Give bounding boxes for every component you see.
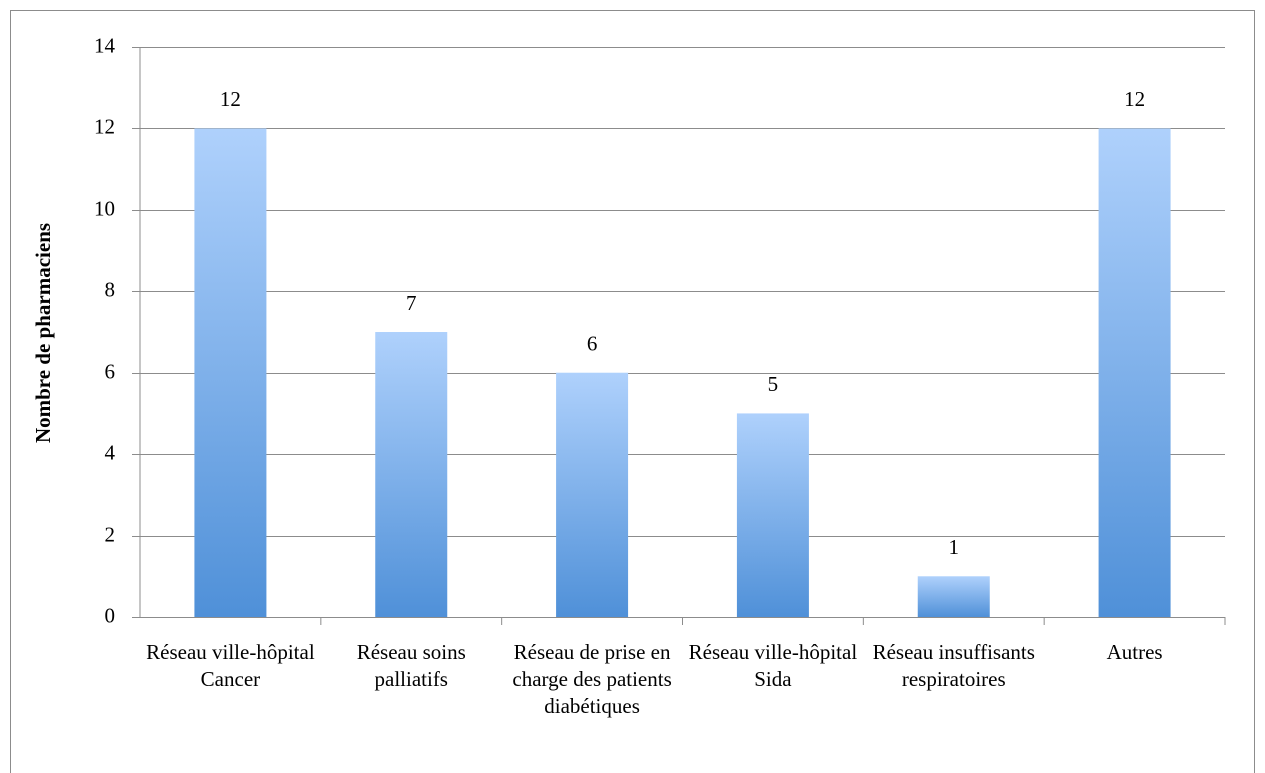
chart-border	[10, 10, 1255, 773]
x-tick-label: Réseau de prise en charge des patients d…	[512, 640, 672, 718]
value-label: 12	[220, 87, 241, 111]
value-label: 12	[1124, 87, 1145, 111]
bar	[556, 372, 629, 617]
x-tick-label-box: Réseau ville-hôpital Sida	[688, 640, 858, 691]
y-tick-label: 0	[105, 603, 116, 627]
y-tick-label: 14	[94, 33, 116, 57]
x-tick-label-box: Autres	[1106, 640, 1163, 664]
x-tick-label-box: Réseau insuffisants respiratoires	[872, 640, 1035, 691]
value-label: 1	[949, 535, 960, 559]
bar	[375, 332, 448, 617]
y-tick-label: 6	[105, 359, 116, 383]
y-tick-label: 8	[105, 277, 116, 301]
y-tick-label: 2	[105, 522, 116, 546]
x-tick-label: Réseau insuffisants respiratoires	[872, 640, 1035, 691]
x-tick-label-box: Réseau de prise en charge des patients d…	[512, 640, 672, 718]
bar	[1098, 128, 1171, 617]
bar	[194, 128, 267, 617]
bar	[736, 413, 809, 617]
y-tick-label: 10	[94, 196, 115, 220]
x-tick-label: Réseau soins palliatifs	[356, 640, 466, 691]
y-axis-label: Nombre de pharmaciens	[31, 223, 55, 443]
value-label: 6	[587, 332, 598, 356]
x-tick-label-box: Réseau soins palliatifs	[356, 640, 466, 691]
y-tick-label: 4	[105, 440, 116, 464]
x-tick-label: Réseau ville-hôpital Sida	[688, 640, 858, 691]
y-tick-label: 12	[94, 114, 115, 138]
bar	[917, 576, 990, 617]
x-tick-label-box: Réseau ville-hôpital Cancer	[146, 640, 315, 691]
value-label: 7	[406, 291, 417, 315]
value-label: 5	[768, 372, 779, 396]
x-tick-label: Autres	[1106, 640, 1163, 664]
x-tick-label: Réseau ville-hôpital Cancer	[146, 640, 315, 691]
